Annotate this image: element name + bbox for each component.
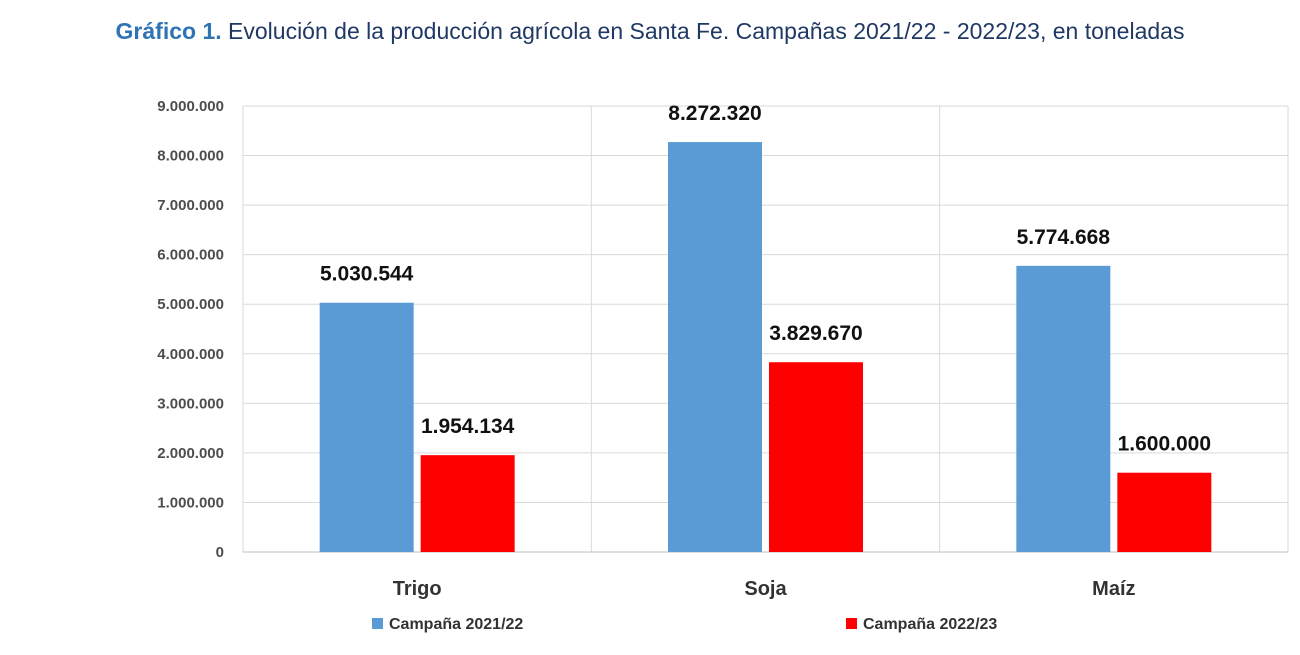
y-tick-label: 3.000.000: [157, 395, 224, 412]
x-tick-label: Maíz: [1092, 578, 1135, 600]
bar: [319, 302, 414, 552]
y-tick-label: 7.000.000: [157, 197, 224, 214]
data-label: 8.272.320: [668, 102, 761, 125]
data-label: 1.600.000: [1118, 433, 1211, 456]
y-tick-label: 5.000.000: [157, 296, 224, 313]
y-tick-label: 4.000.000: [157, 346, 224, 363]
data-label: 5.030.544: [320, 263, 414, 286]
figure-caption: Evolución de la producción agrícola en S…: [228, 18, 1185, 44]
figure-title: Gráfico 1. Evolución de la producción ag…: [0, 18, 1300, 45]
legend-entry: Campaña 2022/23: [863, 616, 997, 633]
bar: [1016, 265, 1111, 552]
legend-entry: Campaña 2021/22: [389, 616, 523, 633]
data-label: 3.829.670: [769, 322, 862, 345]
y-tick-label: 1.000.000: [157, 494, 224, 511]
data-label: 1.954.134: [421, 415, 515, 438]
figure-label: Gráfico 1.: [115, 18, 222, 44]
y-tick-label: 0: [216, 544, 224, 561]
y-tick-label: 9.000.000: [157, 98, 224, 115]
y-tick-label: 2.000.000: [157, 445, 224, 462]
data-label: 5.774.668: [1017, 226, 1111, 249]
legend-swatch: [372, 618, 383, 629]
bar: [1117, 472, 1212, 552]
x-tick-label: Trigo: [393, 578, 442, 600]
x-tick-label: Soja: [744, 578, 787, 600]
bar: [769, 362, 863, 552]
bar: [668, 142, 762, 552]
y-tick-label: 6.000.000: [157, 247, 224, 264]
legend-swatch: [846, 618, 857, 629]
y-tick-label: 8.000.000: [157, 148, 224, 165]
bar: [420, 455, 515, 552]
